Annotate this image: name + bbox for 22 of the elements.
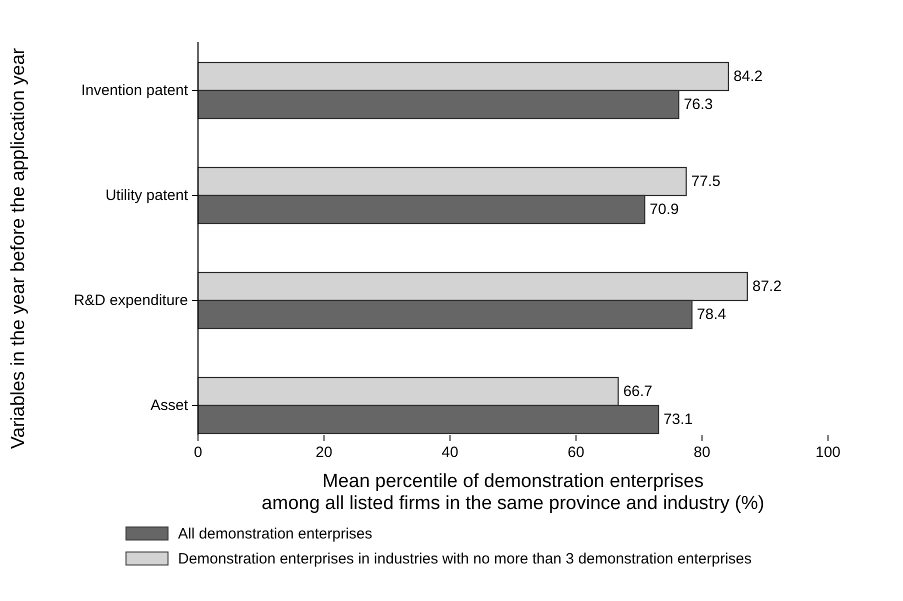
data-label: 87.2 [752, 278, 782, 295]
data-label: 76.3 [684, 96, 713, 113]
x-tick-label: 80 [694, 444, 710, 461]
x-tick-label: 100 [815, 444, 841, 461]
legend-label: All demonstration enterprises [178, 526, 372, 542]
data-label: 70.9 [650, 201, 679, 218]
y-tick-label: Asset [150, 397, 189, 414]
data-label: 66.7 [623, 383, 652, 400]
data-label: 77.5 [691, 173, 720, 190]
data-label: 78.4 [696, 306, 726, 323]
y-tick-label: R&D expenditure [74, 292, 188, 309]
x-tick-label: 20 [316, 444, 332, 461]
y-tick-label: Invention patent [81, 82, 189, 99]
x-tick-label: 0 [194, 444, 202, 461]
y-axis-title: Variables in the year before the application year [8, 47, 29, 450]
x-axis-title: Mean percentile of demonstration enterprises among all listed firms in the same province and industry (%) [262, 471, 764, 514]
data-label: 73.1 [664, 411, 693, 428]
legend-label: Demonstration enterprises in industries with no more than 3 demonstration enterprises [178, 550, 752, 568]
y-tick-label: Utility patent [105, 187, 189, 204]
x-tick-label: 60 [568, 444, 584, 461]
x-tick-label: 40 [442, 444, 458, 461]
data-label: 84.2 [733, 68, 763, 85]
